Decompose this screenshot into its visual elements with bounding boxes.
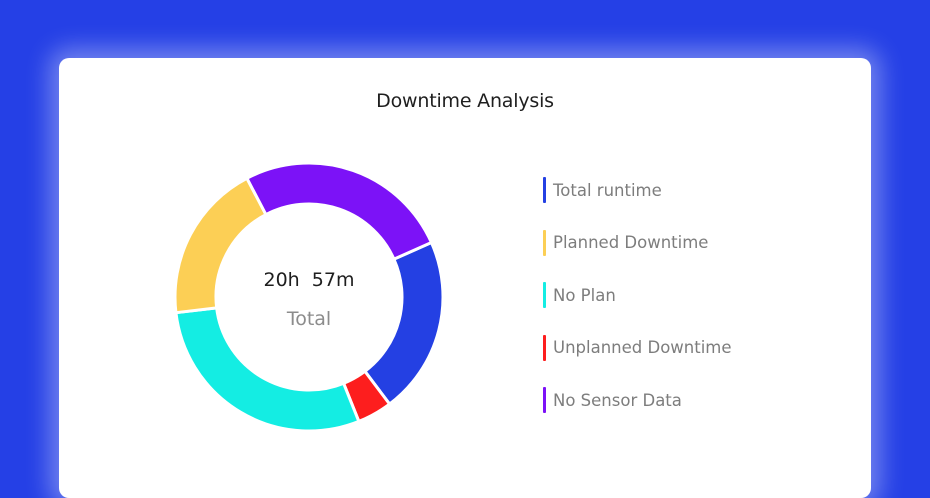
legend-label: No Plan <box>553 285 616 305</box>
donut-chart: 20h 57m Total <box>174 162 444 432</box>
legend-item-planned-downtime[interactable]: Planned Downtime <box>543 229 732 256</box>
downtime-analysis-card: Downtime Analysis 20h 57m Total Total ru… <box>59 58 871 498</box>
legend-label: Unplanned Downtime <box>553 338 732 357</box>
legend-label: No Sensor Data <box>553 390 682 410</box>
legend-item-unplanned-downtime[interactable]: Unplanned Downtime <box>543 334 732 361</box>
donut-segment-no-sensor-data[interactable] <box>245 162 433 261</box>
legend-swatch <box>543 387 546 413</box>
legend-item-total-runtime[interactable]: Total runtime <box>543 177 732 203</box>
legend-swatch <box>543 334 546 361</box>
donut-center: 20h 57m Total <box>174 162 444 432</box>
legend-label: Total runtime <box>553 180 662 200</box>
total-label: Total <box>286 308 332 330</box>
legend-swatch <box>543 229 546 256</box>
legend-item-no-sensor-data[interactable]: No Sensor Data <box>543 387 732 413</box>
legend-item-no-plan[interactable]: No Plan <box>543 282 732 308</box>
donut-svg <box>174 162 444 432</box>
legend-label: Planned Downtime <box>553 233 709 252</box>
legend-swatch <box>543 177 546 203</box>
legend-swatch <box>543 282 546 308</box>
chart-title: Downtime Analysis <box>376 90 554 112</box>
total-duration: 20h 57m <box>263 269 355 291</box>
chart-legend: Total runtime Planned Downtime No Plan U… <box>543 177 732 440</box>
